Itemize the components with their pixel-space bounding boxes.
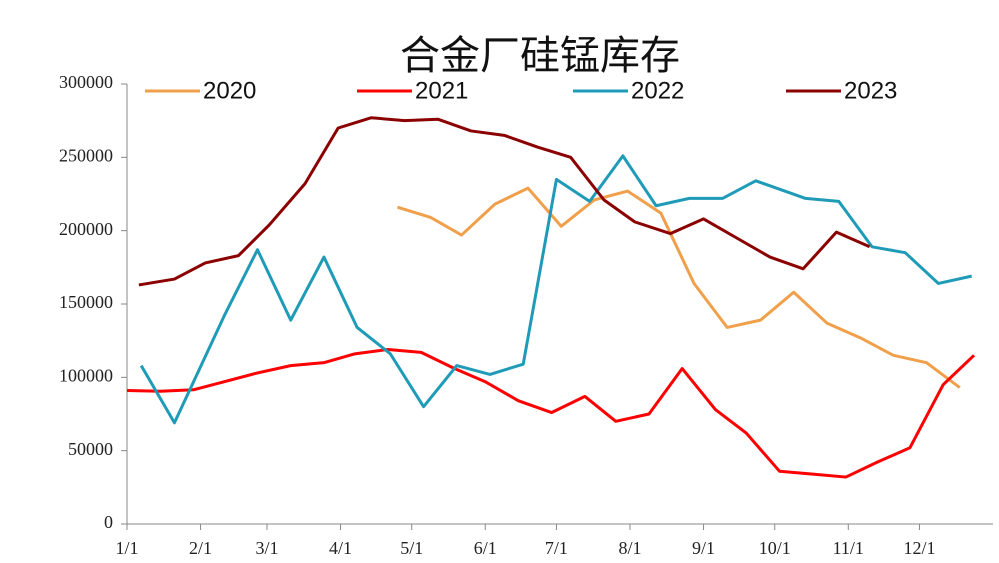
x-tick-label: 8/1: [618, 538, 641, 558]
y-tick-label: 150000: [59, 292, 113, 312]
y-tick-label: 200000: [59, 219, 113, 239]
x-tick-label: 9/1: [692, 538, 715, 558]
line: [139, 154, 972, 425]
chart-title: 合金厂硅锰库存: [400, 33, 680, 79]
x-tick-label: 7/1: [545, 538, 568, 558]
x-tick-label: 5/1: [400, 538, 423, 558]
x-tick-label: 11/1: [833, 538, 864, 558]
x-tick-label: 1/1: [115, 538, 138, 558]
line: [138, 116, 871, 287]
y-tick-label: 0: [104, 512, 113, 532]
x-tick-label: 2/1: [189, 538, 212, 558]
y-tick-label: 250000: [59, 145, 113, 165]
legend-label: 2020: [203, 77, 256, 104]
x-tick-label: 6/1: [474, 538, 497, 558]
line: [397, 186, 961, 389]
y-tick-label: 100000: [59, 365, 113, 385]
y-tick-label: 50000: [68, 439, 113, 459]
x-tick-label: 4/1: [329, 538, 352, 558]
x-tick-label: 3/1: [255, 538, 278, 558]
line: [126, 347, 976, 479]
legend-label: 2021: [415, 77, 468, 104]
legend-label: 2022: [631, 77, 684, 104]
y-tick-label: 300000: [59, 72, 113, 92]
x-tick-label: 12/1: [903, 538, 935, 558]
x-tick-label: 10/1: [759, 538, 791, 558]
legend-label: 2023: [844, 77, 897, 104]
